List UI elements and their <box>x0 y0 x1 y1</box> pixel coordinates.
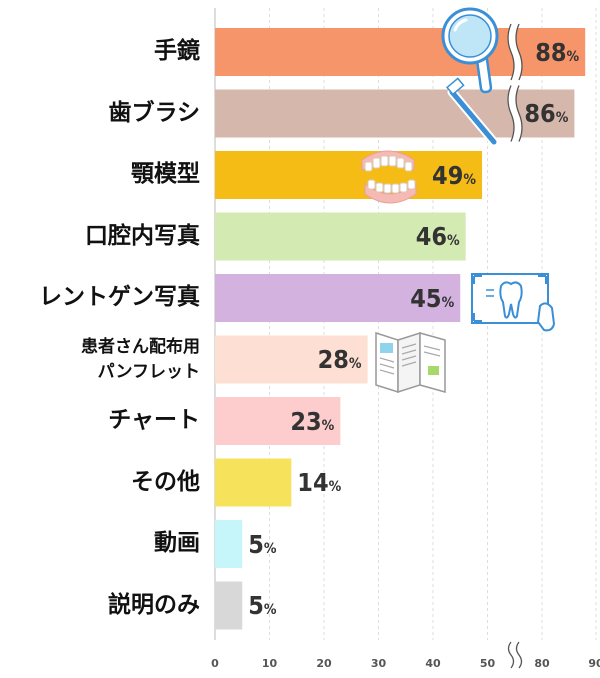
bar <box>215 274 461 322</box>
bar <box>215 397 341 445</box>
axis-breaks <box>507 22 523 671</box>
value-number: 14 <box>297 468 329 497</box>
category-label: その他 <box>131 469 200 497</box>
toothbrush-icon <box>446 77 499 147</box>
x-axis-ticks: 0 10 20 30 40 50 80 90 <box>211 657 600 670</box>
hand-mirror-icon <box>441 7 499 94</box>
category-label-line: 患者さん配布用 <box>81 337 200 357</box>
jaw-model-icon <box>361 150 417 204</box>
value-percent-sign: % <box>463 171 476 188</box>
x-tick-label: 40 <box>425 657 441 670</box>
category-label: 口腔内写真 <box>85 223 200 251</box>
value-number: 86 <box>524 99 556 128</box>
icons <box>361 7 556 394</box>
category-label-line: パンフレット <box>97 361 200 382</box>
bar <box>215 581 243 630</box>
value-label: 23% <box>290 409 334 434</box>
value-label: 5% <box>248 593 276 618</box>
category-label-line: 手鏡 <box>154 38 200 64</box>
value-percent-sign: % <box>447 233 460 249</box>
value-percent-sign: % <box>263 602 277 618</box>
xray-tooth-icon <box>471 273 556 332</box>
value-percent-sign: % <box>328 479 342 495</box>
bar <box>215 335 368 384</box>
value-number: 5 <box>248 591 264 620</box>
value-percent-sign: % <box>441 294 455 311</box>
bars <box>215 28 586 630</box>
pamphlet-icon <box>375 331 446 394</box>
value-label: 28% <box>318 347 362 372</box>
axis-break-gap <box>508 22 522 82</box>
category-label: 説明のみ <box>108 592 200 620</box>
bar <box>215 458 292 507</box>
category-label-line: その他 <box>131 468 200 495</box>
axis-break-line <box>515 85 523 142</box>
x-tick-label: 50 <box>480 657 496 670</box>
value-number: 45 <box>410 283 442 313</box>
x-tick-label: 90 <box>588 657 600 670</box>
category-label: 手鏡 <box>154 38 200 66</box>
axis-break-gap <box>509 639 521 671</box>
value-number: 46 <box>415 222 447 251</box>
category-label: 歯ブラシ <box>108 100 200 128</box>
value-percent-sign: % <box>321 417 335 434</box>
value-label: 46% <box>416 224 460 249</box>
value-percent-sign: % <box>263 540 277 557</box>
value-label: 49% <box>432 163 476 188</box>
bar <box>215 151 483 199</box>
axis-break-gap <box>508 84 522 143</box>
axis-break-line <box>507 641 515 669</box>
category-label-line: 説明のみ <box>108 591 200 618</box>
bar <box>215 520 243 568</box>
category-label: チャート <box>108 407 200 435</box>
x-tick-label: 0 <box>211 657 219 670</box>
bar <box>215 28 586 76</box>
category-label-line: 顎模型 <box>131 161 200 187</box>
category-label: 動画 <box>154 530 200 558</box>
value-label: 88% <box>535 40 579 65</box>
value-number: 88 <box>535 37 567 67</box>
value-label: 45% <box>410 286 454 311</box>
x-tick-label: 20 <box>316 657 332 670</box>
value-label: 14% <box>297 470 341 495</box>
bar <box>215 212 466 261</box>
category-label-line: 歯ブラシ <box>108 99 200 126</box>
axis-break-line <box>515 641 523 669</box>
value-number: 23 <box>290 406 322 436</box>
category-label-line: 動画 <box>154 530 200 556</box>
category-label-line: レントゲン写真 <box>39 284 200 310</box>
value-number: 49 <box>432 160 464 190</box>
value-percent-sign: % <box>348 356 362 372</box>
value-percent-sign: % <box>566 48 580 65</box>
x-tick-label: 10 <box>262 657 278 670</box>
axis-break-line <box>507 85 515 142</box>
category-label: 患者さん配布用パンフレット <box>81 335 200 384</box>
value-label: 86% <box>524 101 568 126</box>
x-tick-label: 80 <box>534 657 550 670</box>
value-number: 5 <box>248 529 264 559</box>
category-label-line: チャート <box>108 407 200 433</box>
value-label: 5% <box>248 532 276 557</box>
value-percent-sign: % <box>555 110 569 126</box>
axis-break-line <box>507 23 515 81</box>
category-label-line: 口腔内写真 <box>85 222 200 249</box>
axis-break-line <box>515 23 523 81</box>
x-tick-label: 30 <box>371 657 387 670</box>
category-label: 顎模型 <box>131 161 200 189</box>
value-number: 28 <box>317 345 349 374</box>
category-label: レントゲン写真 <box>39 284 200 312</box>
